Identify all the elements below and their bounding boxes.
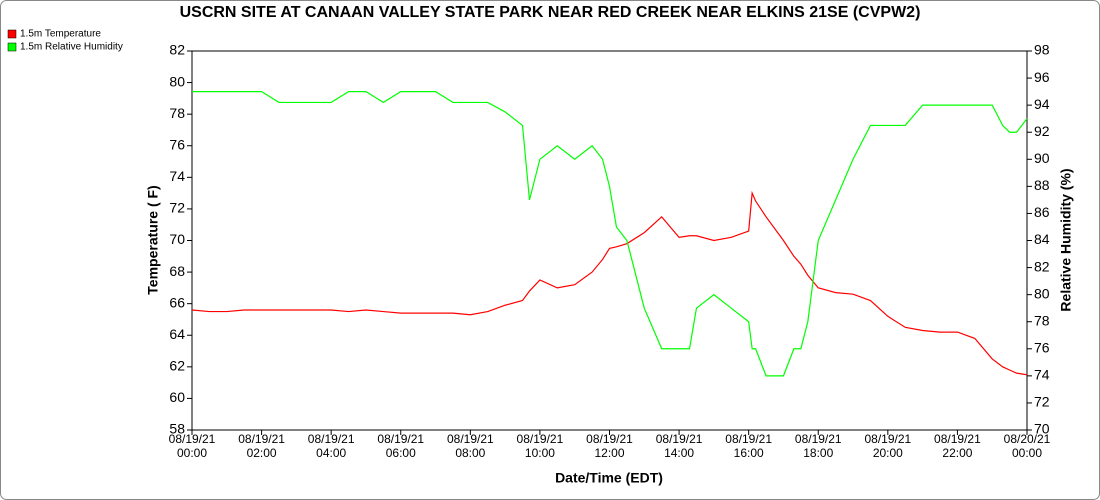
y2-tick-label: 98 — [1034, 42, 1050, 58]
y2-tick-label: 88 — [1034, 177, 1050, 193]
y2-tick-label: 76 — [1034, 339, 1050, 355]
x-tick-label: 08/19/21 16:00 — [725, 432, 773, 460]
y-tick-label: 74 — [169, 168, 185, 184]
x-tick-label: 08/19/21 10:00 — [516, 432, 564, 460]
series-line — [192, 91, 1028, 377]
legend-swatch — [7, 42, 17, 52]
legend-swatch — [7, 29, 17, 39]
y2-tick-label: 78 — [1034, 312, 1050, 328]
legend-label: 1.5m Temperature — [20, 29, 101, 40]
x-axis-title: Date/Time (EDT) — [555, 470, 663, 486]
y-tick-label: 64 — [169, 326, 185, 342]
x-tick-label: 08/19/21 04:00 — [307, 432, 355, 460]
y-tick-label: 76 — [169, 136, 185, 152]
y2-tick-label: 92 — [1034, 123, 1050, 139]
y-tick-label: 68 — [169, 263, 185, 279]
x-tick-label: 08/19/21 20:00 — [864, 432, 912, 460]
y-tick-label: 70 — [169, 231, 185, 247]
y2-tick-label: 80 — [1034, 285, 1050, 301]
x-tick-label: 08/19/21 12:00 — [586, 432, 633, 460]
y2-tick-label: 96 — [1034, 69, 1050, 85]
y2-tick-label: 70 — [1034, 421, 1050, 437]
y-tick-label: 80 — [169, 73, 185, 89]
x-tick-label: 08/19/21 14:00 — [655, 432, 703, 460]
y-tick-label: 82 — [169, 42, 185, 58]
y-tick-label: 66 — [169, 294, 185, 310]
x-tick-label: 08/19/21 08:00 — [446, 432, 494, 460]
y-axis-title: Temperature ( F) — [145, 185, 161, 294]
y2-tick-label: 94 — [1034, 96, 1050, 112]
y2-tick-label: 82 — [1034, 258, 1050, 274]
x-tick-label: 08/19/21 06:00 — [377, 432, 425, 460]
series-line — [191, 190, 1028, 376]
y-tick-label: 60 — [169, 389, 185, 405]
x-tick-label: 08/19/21 22:00 — [934, 432, 981, 460]
x-tick-label: 08/19/21 00:00 — [168, 432, 216, 460]
y2-tick-label: 84 — [1034, 231, 1050, 247]
chart-title: USCRN SITE AT CANAAN VALLEY STATE PARK N… — [180, 4, 921, 21]
x-tick-label: 08/19/21 18:00 — [794, 432, 842, 460]
y2-tick-label: 90 — [1034, 150, 1050, 166]
y-tick-label: 78 — [169, 105, 185, 121]
y2-axis-title: Relative Humidity (%) — [1058, 168, 1074, 311]
y2-tick-label: 72 — [1034, 394, 1050, 410]
y-tick-label: 72 — [169, 200, 185, 216]
y2-tick-label: 74 — [1034, 367, 1050, 383]
x-tick-label: 08/19/21 02:00 — [238, 432, 285, 460]
x-tick-label: 08/20/21 00:00 — [1003, 432, 1051, 460]
legend-label: 1.5m Relative Humidity — [20, 42, 123, 53]
y-tick-label: 58 — [169, 421, 185, 437]
y2-tick-label: 86 — [1034, 204, 1050, 220]
y-tick-label: 62 — [169, 358, 185, 374]
